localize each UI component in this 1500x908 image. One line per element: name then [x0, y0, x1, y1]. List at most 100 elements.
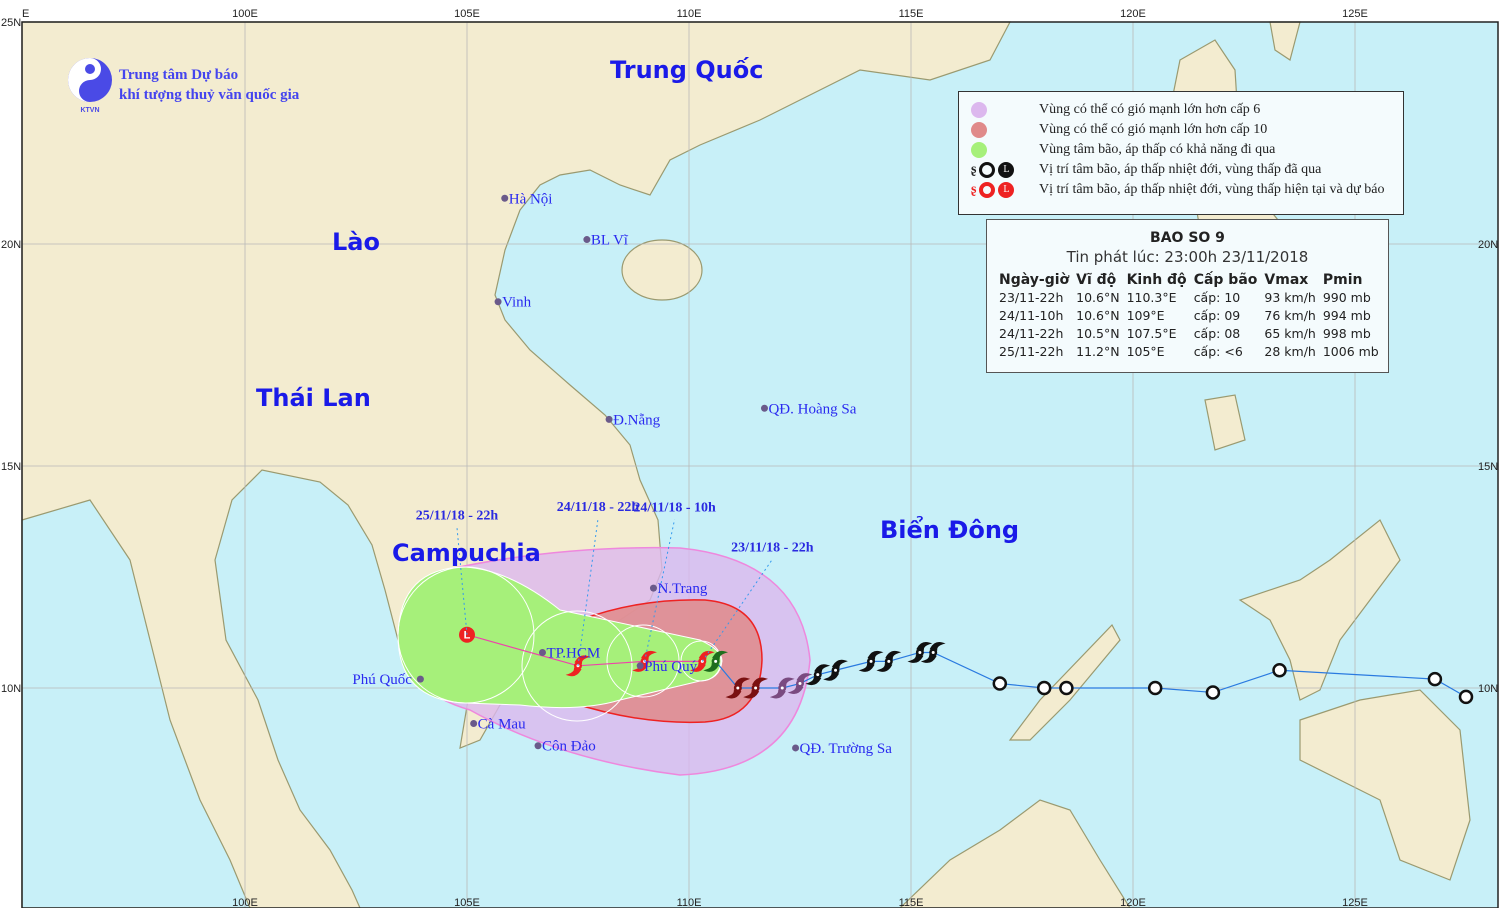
past-storm-icon: [858, 650, 884, 672]
place-label: Côn Đảo: [542, 739, 596, 755]
legend-item-wind-6: Vùng có thể có gió mạnh lớn hơn cấp 6: [959, 100, 1260, 120]
place-marker: [605, 415, 613, 423]
lon-tick-label-bottom: 115E: [899, 897, 924, 908]
place-marker: [494, 298, 502, 306]
column-header: Ngày-giờ: [999, 272, 1070, 288]
table-cell: cấp: <6: [1193, 344, 1243, 359]
past-storm-icon: [769, 677, 795, 699]
table-cell: 998 mb: [1322, 326, 1371, 341]
lon-tick-label-top: 125E: [1342, 8, 1368, 20]
forecast-cones: [397, 546, 811, 776]
table-cell: 93 km/h: [1264, 290, 1316, 305]
past-depression-icon: [1036, 680, 1052, 696]
lat-tick-label-left: 20N: [1, 239, 21, 251]
past-storm-icon: [823, 659, 848, 681]
legend: Vùng có thể có gió mạnh lớn hơn cấp 6 Vù…: [958, 91, 1404, 215]
andaman-sea: [21, 499, 251, 908]
table-row: 24/11-10h 10.6°N 109°E cấp: 09 76 km/h 994 mb: [996, 307, 1383, 325]
legend-item-wind-10: Vùng có thể có gió mạnh lớn hơn cấp 10: [959, 120, 1267, 140]
legend-item-center-zone: Vùng tâm bão, áp thấp có khả năng đi qua: [959, 140, 1275, 160]
legend-item-forecast: ʂ L Vị trí tâm bão, áp thấp nhiệt đới, vùn…: [971, 182, 1385, 198]
svg-text:L: L: [464, 630, 471, 642]
mindanao: [1299, 689, 1471, 881]
lon-edge-label: E: [22, 8, 29, 20]
lon-tick-label-bottom: 125E: [1342, 897, 1368, 908]
place-marker: [583, 236, 591, 244]
past-storm-icon: [920, 642, 946, 663]
past-depression-icon: [1427, 671, 1443, 687]
lon-tick-label-top: 120E: [1120, 8, 1146, 20]
country-label-china: Trung Quốc: [610, 56, 763, 84]
lat-tick-label-left: 10N: [1, 683, 21, 695]
column-header: Vĩ độ: [1076, 272, 1117, 288]
borneo: [899, 799, 1131, 908]
place-label: Vinh: [502, 295, 532, 311]
table-cell: 10.6°N: [1076, 290, 1120, 305]
past-storm-icon: [787, 673, 813, 694]
date-leader-line: [644, 519, 676, 662]
table-cell: cấp: 10: [1193, 290, 1241, 305]
table-row: 24/11-22h 10.5°N 107.5°E cấp: 08 65 km/h 998 …: [996, 325, 1383, 343]
table-cell: 10.6°N: [1076, 308, 1120, 323]
past-depression-icon: [992, 676, 1008, 691]
column-header: Pmin: [1322, 272, 1363, 288]
country-labels: Trung Quốc Lào Thái Lan Campuchia Biển Đ…: [256, 56, 1019, 567]
ktvn-logo: KTVN Trung tâm Dự báo khí tượng thuỷ văn…: [66, 57, 299, 113]
storm-icon: ʂ: [971, 182, 977, 197]
past-storm-icon: [805, 664, 831, 686]
table-cell: 990 mb: [1322, 290, 1371, 305]
past-storm-icon: [743, 677, 768, 699]
low-icon: L: [998, 162, 1015, 178]
place-label: Cà Mau: [478, 717, 526, 733]
lilac-circle-icon: [971, 102, 987, 118]
table-cell: 76 km/h: [1264, 308, 1316, 323]
place-label: QĐ. Trường Sa: [800, 741, 893, 757]
country-label-thailand: Thái Lan: [256, 384, 371, 412]
lon-tick-label-top: 110E: [677, 8, 702, 20]
place-label: BL Vĩ: [591, 233, 629, 249]
place-marker: [534, 742, 542, 750]
table-cell: 24/11-10h: [999, 308, 1064, 323]
lon-tick-label-top: 115E: [899, 8, 924, 20]
hainan-island: [621, 239, 703, 301]
place-label: Phú Quốc: [352, 672, 412, 688]
column-header: Cấp bão: [1193, 272, 1258, 288]
country-label-laos: Lào: [332, 228, 380, 256]
past-depression-icon: [1272, 662, 1287, 678]
lon-tick-label-bottom: 105E: [454, 897, 480, 908]
place-label: QĐ. Hoàng Sa: [768, 401, 856, 417]
forecast-date-label: 25/11/18 - 22h: [416, 509, 499, 524]
places: Hà Nội BL Vĩ Vinh Đ.Nẵng QĐ. Hoàng Sa N.Trang…: [352, 191, 892, 757]
past-storm-icon: [703, 650, 729, 672]
table-cell: 110.3°E: [1126, 290, 1177, 305]
place-marker: [649, 584, 657, 592]
place-marker: [416, 675, 424, 683]
past-storm-icon: [725, 677, 751, 699]
place-label: Phú Quý: [644, 659, 697, 675]
past-depression-icon: [1205, 685, 1221, 700]
place-marker: [501, 194, 509, 202]
place-marker: [636, 662, 644, 670]
storm-info-box: BAO SO 9 Tin phát lúc: 23:00h 23/11/2018…: [986, 219, 1389, 373]
column-header: Kinh độ: [1126, 272, 1187, 288]
org-name-line1: Trung tâm Dự báo: [119, 67, 239, 83]
country-label-cambodia: Campuchia: [392, 539, 541, 567]
forecast-table: Ngày-giờ Vĩ độ Kinh độ Cấp bão Vmax Pmin 23/1…: [996, 270, 1383, 361]
table-cell: 24/11-22h: [999, 326, 1064, 341]
place-label: Đ.Nẵng: [613, 412, 661, 428]
table-cell: 1006 mb: [1322, 344, 1379, 359]
green-circle-icon: [971, 142, 987, 158]
lat-tick-label-left: 15N: [1, 461, 21, 473]
lat-edge-label: 25N: [1, 17, 21, 29]
place-marker: [470, 720, 478, 728]
table-cell: cấp: 09: [1193, 308, 1241, 323]
lon-tick-label-bottom: 120E: [1120, 897, 1146, 908]
low-icon: L: [998, 182, 1015, 198]
table-row: 23/11-22h 10.6°N 110.3°E cấp: 10 93 km/h 990 …: [996, 289, 1383, 307]
place-label: Hà Nội: [509, 191, 553, 207]
storm-icon: ʂ: [971, 162, 977, 177]
past-depression-icon: [1458, 689, 1474, 705]
forecast-track-line: [466, 634, 703, 667]
table-cell: 28 km/h: [1264, 344, 1316, 359]
